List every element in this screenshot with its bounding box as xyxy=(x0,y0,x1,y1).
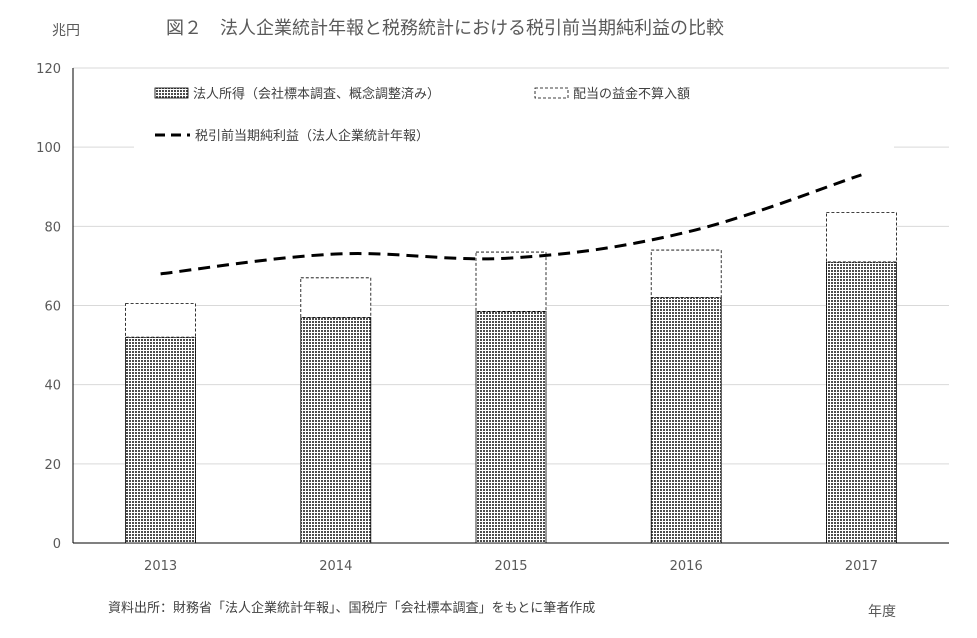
bar-corporate-income xyxy=(300,316,372,544)
y-tick-label: 0 xyxy=(53,537,61,552)
legend-background xyxy=(134,132,894,154)
bar-dividend-exclusion xyxy=(300,277,372,318)
legend-label-dividend-exclusion: 配当の益金不算入額 xyxy=(573,86,690,102)
source-note: 資料出所：財務省「法人企業統計年報」、国税庁「会社標本調査」をもとに筆者作成 xyxy=(108,600,595,616)
bars xyxy=(125,212,897,544)
y-tick-label: 60 xyxy=(44,300,61,315)
x-tick-label: 2014 xyxy=(319,559,352,574)
line-pretax-profit xyxy=(160,173,862,276)
bar-dividend-exclusion xyxy=(826,212,897,263)
bar-dividend-exclusion xyxy=(125,303,196,338)
y-tick-label: 100 xyxy=(36,141,61,156)
x-tick-labels: 2013 2014 2015 2016 2017 xyxy=(144,559,878,574)
x-axis-label: 年度 xyxy=(868,604,896,620)
y-tick-label: 40 xyxy=(44,379,61,394)
bar-corporate-income xyxy=(125,336,196,544)
y-axis-unit: 兆円 xyxy=(52,23,80,39)
line-series xyxy=(160,173,862,276)
x-tick-label: 2016 xyxy=(670,559,703,574)
legend: 法人所得（会社標本調査、概念調整済み） 配当の益金不算入額税引前当期純利益（法人企… xyxy=(134,78,894,154)
legend-label-pretax-profit: 税引前当期純利益（法人企業統計年報） xyxy=(195,128,429,144)
bar-corporate-income xyxy=(826,261,897,544)
bar-dividend-exclusion xyxy=(475,251,547,312)
x-tick-label: 2017 xyxy=(845,559,878,574)
bar-dividend-exclusion xyxy=(650,249,722,298)
bar-corporate-income xyxy=(650,297,722,544)
y-tick-labels: 0 20 40 60 80 100 120 xyxy=(36,62,61,552)
chart-title: 図２ 法人企業統計年報と税務統計における税引前当期純利益の比較 xyxy=(166,18,724,39)
legend-background xyxy=(134,78,734,118)
bar-corporate-income xyxy=(475,311,547,544)
y-tick-label: 120 xyxy=(36,62,61,77)
x-tick-label: 2015 xyxy=(494,559,527,574)
y-tick-label: 20 xyxy=(44,458,61,473)
legend-swatch-dividend-exclusion xyxy=(534,87,569,99)
legend-swatch-corporate-income xyxy=(154,87,189,99)
x-tick-label: 2013 xyxy=(144,559,177,574)
y-tick-label: 80 xyxy=(44,220,61,235)
legend-label-corporate-income: 法人所得（会社標本調査、概念調整済み） xyxy=(193,86,440,102)
